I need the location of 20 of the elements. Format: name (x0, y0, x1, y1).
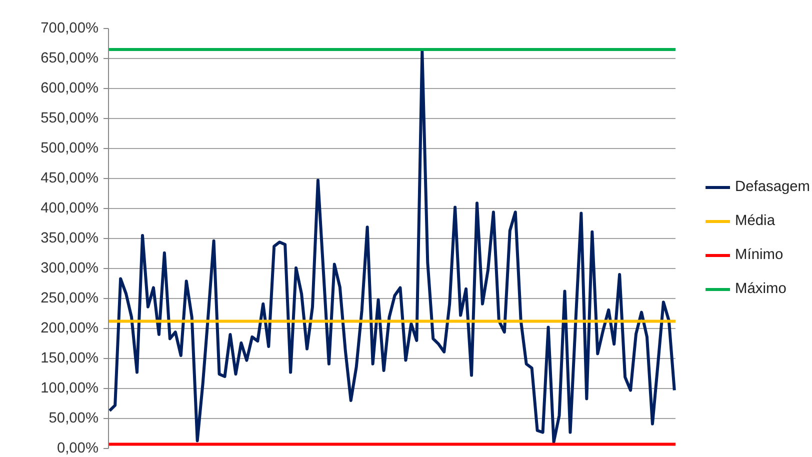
y-tick-label: 250,00% (40, 290, 98, 306)
legend-label: Média (735, 213, 775, 229)
y-tick-label: 0,00% (56, 440, 99, 456)
y-tick-label: 450,00% (40, 170, 98, 186)
y-tick-label: 150,00% (40, 350, 98, 366)
y-tick-label: 700,00% (40, 20, 98, 36)
y-tick-label: 400,00% (40, 200, 98, 216)
legend-label: Defasagem (735, 179, 810, 195)
y-tick-label: 50,00% (48, 410, 99, 426)
legend-label: Máximo (735, 281, 786, 297)
y-tick-label: 550,00% (40, 110, 98, 126)
y-tick-label: 300,00% (40, 260, 98, 276)
y-tick-label: 500,00% (40, 140, 98, 156)
y-tick-label: 650,00% (40, 50, 98, 66)
y-tick-label: 350,00% (40, 230, 98, 246)
y-tick-label: 200,00% (40, 320, 98, 336)
legend-label: Mínimo (735, 247, 784, 263)
line-series (108, 50, 676, 444)
y-tick-label: 600,00% (40, 80, 98, 96)
y-tick-label: 100,00% (40, 380, 98, 396)
